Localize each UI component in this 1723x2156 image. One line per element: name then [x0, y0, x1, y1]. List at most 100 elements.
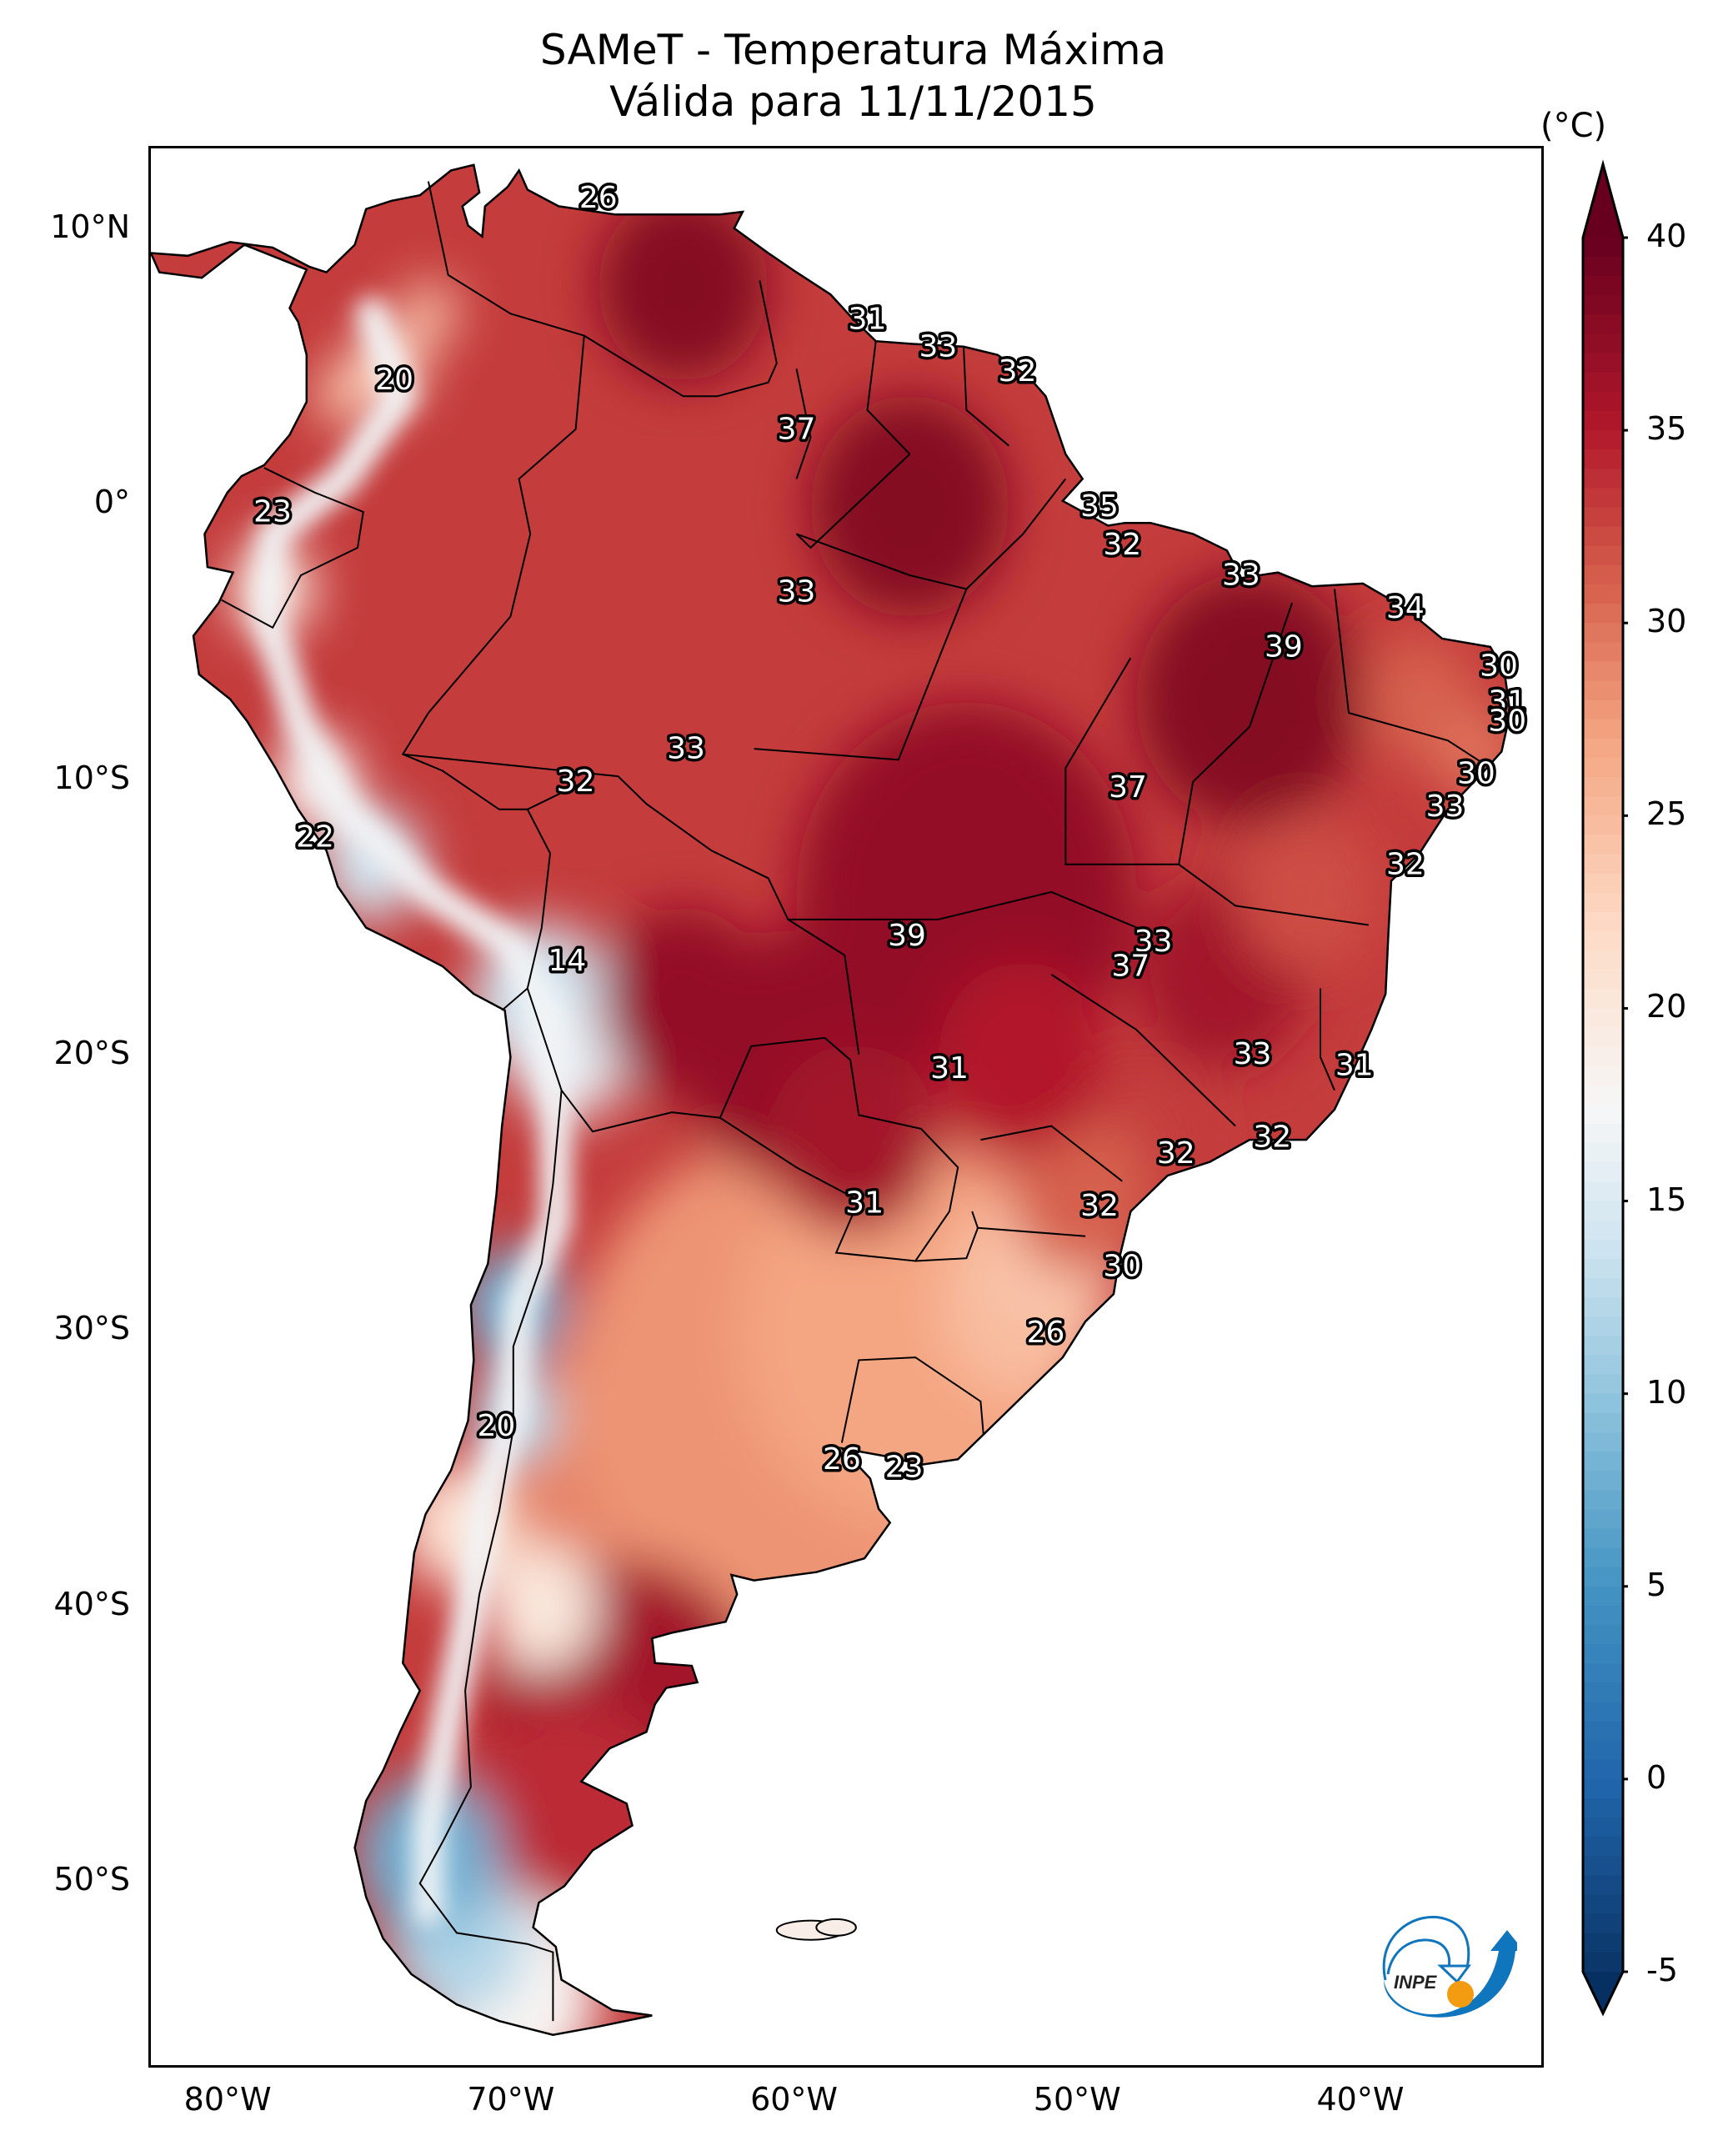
colorbar-segment [1583, 1471, 1623, 1491]
colorbar-segment [1583, 1258, 1623, 1279]
colorbar-segment [1583, 1721, 1623, 1742]
inpe-logo: INPE [1382, 1915, 1517, 2018]
colorbar-segment [1583, 1008, 1623, 1029]
colorbar-segment [1583, 1297, 1623, 1317]
colorbar-segment [1583, 1856, 1623, 1877]
field-region [1009, 1116, 1151, 1275]
field-region [315, 364, 372, 429]
colorbar-segment [1583, 333, 1623, 354]
colorbar-segment [1583, 295, 1623, 316]
station-value-label: 37 [778, 412, 816, 446]
colorbar-segment [1583, 1316, 1623, 1336]
colorbar-segment [1583, 1412, 1623, 1433]
station-value-label: 30 [1103, 1250, 1141, 1284]
colorbar-segment [1583, 642, 1623, 663]
colorbar-segment [1583, 719, 1623, 740]
colorbar-segment [1583, 796, 1623, 816]
colorbar-segment [1583, 488, 1623, 509]
colorbar-segment [1583, 372, 1623, 393]
colorbar-segment [1583, 1933, 1623, 1953]
longitude-tick-label: 70°W [467, 2081, 555, 2118]
station-value-label: 20 [478, 1409, 516, 1443]
colorbar-tick-label: 35 [1646, 410, 1687, 448]
longitude-tick-label: 50°W [1033, 2081, 1121, 2118]
colorbar-segment [1583, 873, 1623, 894]
colorbar-segment [1583, 257, 1623, 277]
station-value-label: 32 [557, 765, 595, 799]
country-border [866, 341, 911, 455]
colorbar-segment [1583, 1336, 1623, 1356]
country-border [401, 615, 552, 1011]
country-border [1050, 974, 1236, 1127]
station-value-label: 30 [1457, 756, 1495, 790]
country-border [527, 780, 585, 810]
colorbar-segment [1583, 604, 1623, 624]
country-border [719, 1060, 959, 1262]
station-value-label: 14 [548, 944, 586, 978]
station-value-label: 23 [253, 495, 292, 529]
colorbar-segment [1583, 1528, 1623, 1549]
colorbar-segment [1583, 1682, 1623, 1703]
colorbar-segment [1583, 314, 1623, 335]
latitude-tick-label: 50°S [53, 1860, 130, 1898]
station-value-label: 32 [1253, 1120, 1291, 1154]
station-value-label: 33 [919, 329, 958, 364]
latitude-tick-label: 10°S [53, 759, 130, 796]
colorbar-segment [1583, 911, 1623, 932]
colorbar-segment [1583, 931, 1623, 951]
colorbar-tick-label: -5 [1646, 1952, 1678, 1988]
colorbar-segment [1583, 1740, 1623, 1761]
colorbar-segment [1583, 1818, 1623, 1838]
colorbar-tick-label: 40 [1646, 218, 1687, 254]
station-value-label: 32 [1080, 1189, 1119, 1223]
colorbar-segment [1583, 1452, 1623, 1472]
country-border [584, 280, 778, 398]
longitude-tick-label: 60°W [750, 2081, 839, 2118]
chart-title: SAMeT - Temperatura Máxima [539, 26, 1167, 74]
colorbar-segment [1583, 1605, 1623, 1626]
colorbar-segment [1583, 1913, 1623, 1934]
logo-outer-arc [1382, 1915, 1470, 1981]
colorbar-segment [1583, 835, 1623, 855]
logo-inner-arc [1386, 1938, 1451, 1975]
colorbar-segment [1583, 411, 1623, 431]
colorbar-segment [1583, 1027, 1623, 1048]
colorbar-segment [1583, 989, 1623, 1010]
country-border [1178, 863, 1369, 926]
colorbar-segment [1583, 1355, 1623, 1376]
colorbar-segment [1583, 469, 1623, 489]
colorbar-segment [1583, 1105, 1623, 1125]
chart-subtitle: Válida para 11/11/2015 [609, 78, 1097, 126]
colorbar-segment [1583, 526, 1623, 547]
logo-down-arrow-icon [1437, 1964, 1471, 1984]
temperature-field [151, 164, 1510, 2035]
colorbar-segment [1583, 1431, 1623, 1452]
station-value-label: 33 [1234, 1037, 1272, 1071]
colorbar-segment [1583, 276, 1623, 296]
colorbar-segment [1583, 545, 1623, 566]
station-value-label: 39 [888, 919, 926, 953]
colorbar-segment [1583, 1625, 1623, 1645]
colorbar-segment [1583, 1201, 1623, 1221]
colorbar-segment [1583, 1124, 1623, 1144]
country-border [221, 467, 364, 629]
colorbar-segment [1583, 1547, 1623, 1568]
station-value-label: 31 [1335, 1048, 1374, 1082]
colorbar-segment [1583, 507, 1623, 528]
latitude-tick-label: 40°S [53, 1585, 130, 1622]
colorbar-segment [1583, 854, 1623, 875]
country-border [980, 1125, 1123, 1182]
station-value-label: 26 [823, 1442, 861, 1477]
colorbar-segment [1583, 623, 1623, 643]
colorbar-segment [1583, 1837, 1623, 1857]
colorbar-segment [1583, 1509, 1623, 1530]
colorbar-segment [1583, 1162, 1623, 1183]
field-region [1235, 812, 1377, 971]
station-value-label: 31 [845, 1186, 884, 1221]
country-border [915, 1211, 979, 1262]
colorbar-segment [1583, 353, 1623, 374]
colorbar-tick-label: 15 [1646, 1181, 1687, 1218]
colorbar-segment [1583, 1065, 1623, 1086]
station-value-label: 22 [296, 820, 334, 854]
